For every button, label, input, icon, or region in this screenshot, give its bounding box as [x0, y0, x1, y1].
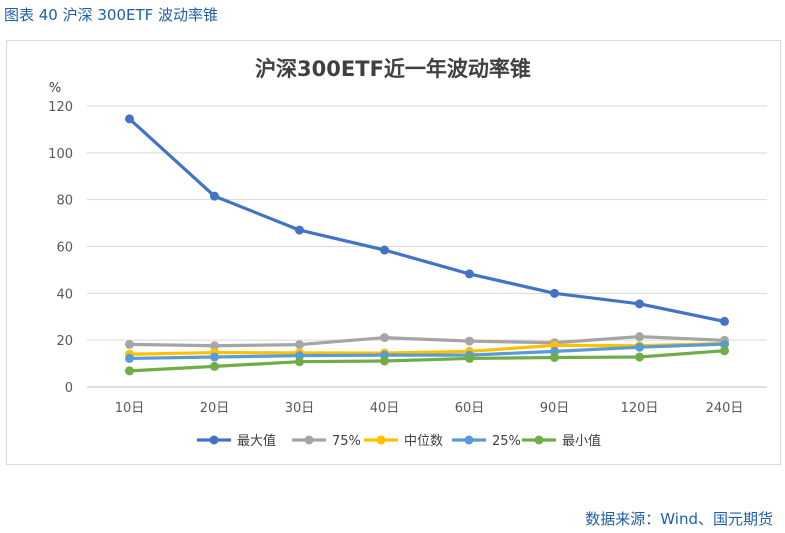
y-tick-label-0: 0 — [65, 381, 73, 396]
data-point-0-2 — [295, 225, 304, 235]
data-point-1-4 — [465, 336, 474, 346]
data-point-1-2 — [295, 340, 304, 350]
data-point-4-2 — [295, 357, 304, 367]
series-line-3 — [127, 342, 727, 361]
legend-marker-0 — [209, 435, 219, 445]
chart-frame: 沪深300ETF近一年波动率锥 % 0 20 40 60 80 100 120 10日 20日… — [6, 40, 781, 465]
data-point-4-1 — [210, 361, 219, 371]
legend-label-2: 中位数 — [404, 434, 443, 449]
legend-label-1: 75% — [332, 434, 361, 449]
data-point-0-7 — [720, 316, 729, 326]
data-point-1-0 — [125, 339, 134, 349]
y-tick-label-80: 80 — [56, 194, 73, 209]
y-tick-label-20: 20 — [56, 334, 73, 349]
data-point-1-6 — [635, 332, 644, 342]
data-point-3-0 — [125, 353, 134, 363]
data-point-4-4 — [465, 353, 474, 363]
series-lines — [125, 114, 729, 376]
data-point-1-3 — [380, 333, 389, 343]
data-point-4-3 — [380, 356, 389, 366]
legend: 最大值 75% 中位数 25% 最小值 — [197, 433, 601, 449]
legend-item-4: 最小值 — [522, 433, 601, 449]
data-point-0-4 — [465, 269, 474, 279]
series-line-2 — [127, 341, 727, 356]
legend-label-3: 25% — [492, 434, 521, 449]
series-line-0 — [127, 117, 727, 324]
legend-item-1: 75% — [292, 434, 361, 449]
legend-marker-4 — [534, 435, 544, 445]
y-tick-label-60: 60 — [56, 241, 73, 256]
legend-item-0: 最大值 — [197, 433, 276, 449]
y-tick-label-120: 120 — [48, 100, 73, 115]
gridlines — [87, 105, 767, 388]
data-point-0-6 — [635, 299, 644, 309]
legend-item-3: 25% — [452, 434, 521, 449]
y-tick-labels: 0 20 40 60 80 100 120 — [48, 100, 73, 396]
legend-marker-3 — [464, 435, 474, 445]
x-tick-label-4: 60日 — [455, 401, 485, 416]
legend-label-4: 最小值 — [562, 433, 601, 449]
x-tick-label-2: 30日 — [285, 401, 315, 416]
legend-marker-2 — [376, 435, 386, 445]
figure-caption: 图表 40 沪深 300ETF 波动率锥 — [4, 6, 219, 24]
data-point-0-1 — [210, 191, 219, 201]
x-tick-labels: 10日 20日 30日 40日 60日 90日 120日 240日 — [115, 401, 744, 416]
data-point-3-7 — [720, 339, 729, 349]
data-point-4-5 — [550, 352, 559, 362]
y-tick-label-100: 100 — [48, 147, 73, 162]
volatility-cone-chart: 沪深300ETF近一年波动率锥 % 0 20 40 60 80 100 120 10日 20日… — [48, 57, 767, 449]
data-point-1-1 — [210, 341, 219, 351]
x-tick-label-3: 40日 — [370, 401, 400, 416]
data-point-3-6 — [635, 342, 644, 352]
data-point-4-0 — [125, 366, 134, 376]
data-point-3-1 — [210, 352, 219, 362]
y-tick-label-40: 40 — [56, 287, 73, 302]
y-axis-unit: % — [49, 81, 61, 96]
data-point-4-7 — [720, 346, 729, 356]
series-line-4 — [127, 349, 727, 373]
x-tick-label-0: 10日 — [115, 401, 145, 416]
legend-label-0: 最大值 — [237, 433, 276, 449]
legend-item-2: 中位数 — [364, 434, 443, 449]
data-point-0-3 — [380, 245, 389, 255]
data-point-0-0 — [125, 114, 134, 124]
source-note: 数据来源：Wind、国元期货 — [585, 510, 773, 528]
x-tick-label-5: 90日 — [540, 401, 570, 416]
x-tick-label-6: 120日 — [621, 401, 659, 416]
x-tick-label-1: 20日 — [200, 401, 230, 416]
series-line-1 — [127, 335, 727, 348]
data-point-4-6 — [635, 352, 644, 362]
x-tick-label-7: 240日 — [706, 401, 744, 416]
legend-marker-1 — [304, 435, 314, 445]
chart-title: 沪深300ETF近一年波动率锥 — [255, 57, 531, 81]
data-point-0-5 — [550, 288, 559, 298]
